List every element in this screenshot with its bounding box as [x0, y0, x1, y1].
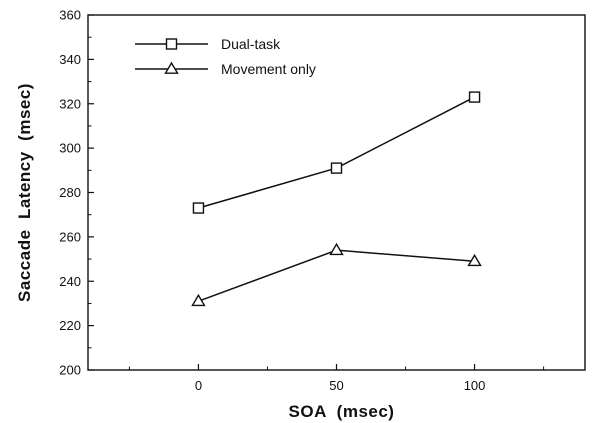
x-tick-label: 0: [195, 378, 202, 393]
y-axis-label: Saccade Latency (msec): [15, 83, 34, 302]
data-point-movement-only: [191, 293, 206, 307]
series-movement-only: [191, 242, 482, 307]
y-tick-label: 320: [59, 96, 81, 111]
legend-label: Dual-task: [221, 36, 281, 52]
series: [191, 91, 482, 307]
y-tick-label: 260: [59, 229, 81, 244]
y-tick-label: 220: [59, 318, 81, 333]
x-tick-label: 100: [464, 378, 486, 393]
series-line-movement-only: [198, 249, 475, 302]
series-dual-task: [192, 91, 481, 214]
legend-marker-dual-task: [165, 38, 178, 50]
y-tick-label: 300: [59, 141, 81, 156]
x-axis-label: SOA (msec): [289, 402, 395, 421]
legend-label: Movement only: [221, 61, 316, 77]
x-tick-label: 50: [329, 378, 343, 393]
data-point-dual-task: [468, 91, 481, 103]
y-axis: 200 220 240 260 280 300 320 340 360: [59, 8, 94, 378]
y-tick-label: 360: [59, 8, 81, 23]
y-tick-label: 340: [59, 52, 81, 67]
x-axis: 0 50 100: [128, 364, 545, 393]
legend-item-dual-task: Dual-task: [135, 36, 281, 52]
legend: Dual-task Movement only: [135, 36, 316, 77]
data-point-dual-task: [192, 202, 205, 214]
series-line-dual-task: [198, 96, 475, 209]
y-tick-label: 240: [59, 274, 81, 289]
data-point-movement-only: [329, 242, 344, 256]
data-point-dual-task: [330, 162, 343, 174]
data-point-movement-only: [467, 253, 482, 267]
legend-marker-movement-only: [164, 61, 179, 74]
y-tick-label: 280: [59, 185, 81, 200]
legend-item-movement-only: Movement only: [135, 61, 316, 77]
y-tick-label: 200: [59, 363, 81, 378]
